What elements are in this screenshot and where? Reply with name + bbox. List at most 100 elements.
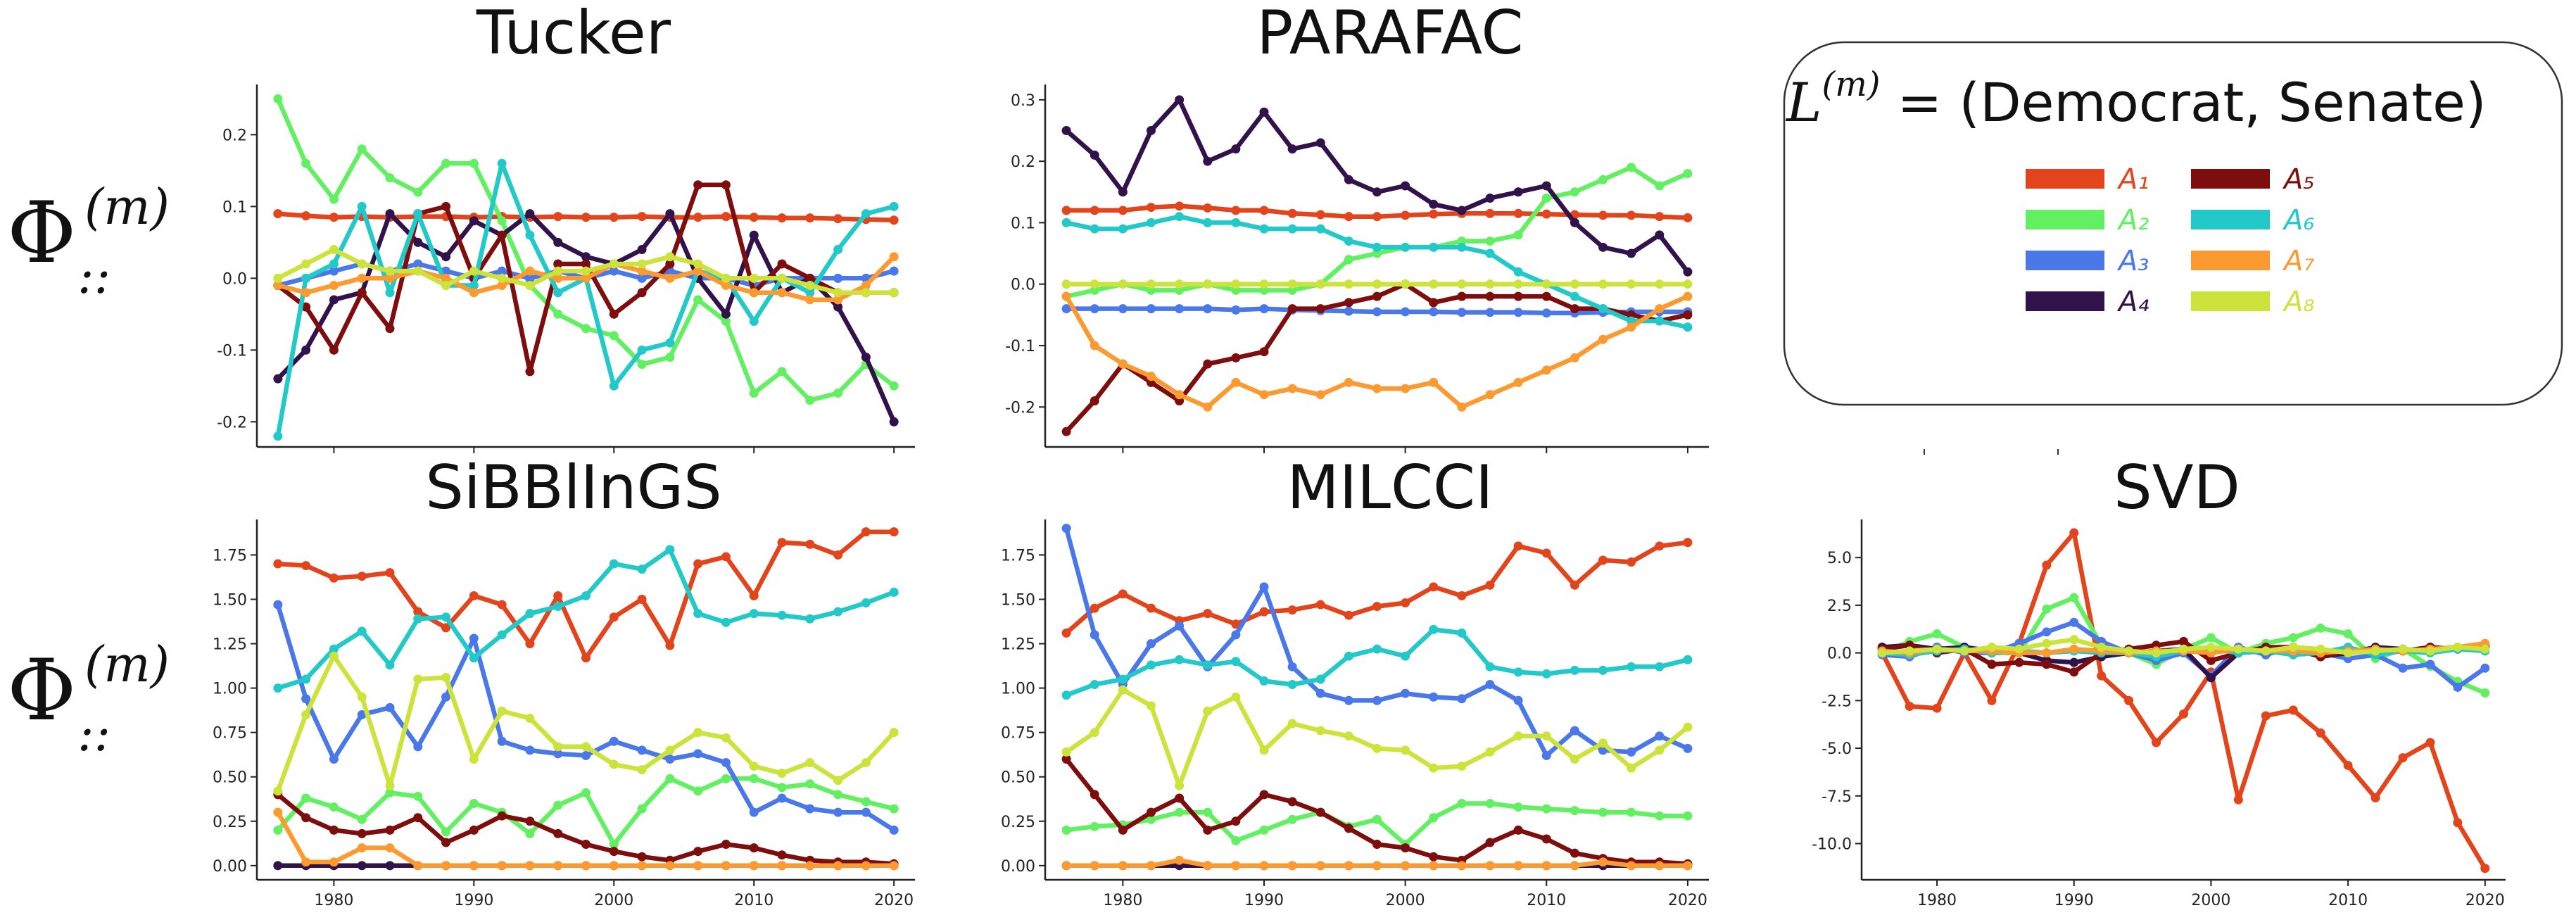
data-point-sibbllngs-A3 [721,758,731,768]
data-point-parafac-A3 [1401,307,1410,317]
data-point-svd-A1 [2425,738,2435,747]
data-point-tucker-A8 [609,259,619,269]
data-point-tucker-A6 [413,209,423,219]
data-point-milcci-A8 [1203,706,1213,716]
data-point-parafac-A4 [1175,95,1185,105]
data-point-parafac-A4 [1287,144,1297,154]
data-point-milcci-A5 [1401,843,1410,853]
data-point-parafac-A4 [1485,193,1495,203]
data-point-milcci-A6 [1203,660,1213,670]
data-point-parafac-A5 [1344,298,1353,308]
data-point-parafac-A5 [1429,298,1439,308]
data-point-parafac-A3 [1203,304,1213,314]
data-point-parafac-A1 [1231,206,1241,215]
data-point-svd-A8 [2370,646,2380,656]
data-point-milcci-A8 [1570,754,1579,764]
data-point-parafac-A1 [1175,201,1185,211]
data-point-sibbllngs-A3 [273,600,283,610]
data-point-sibbllngs-A8 [777,769,787,778]
data-point-sibbllngs-A7 [301,857,311,867]
data-point-sibbllngs-A3 [497,736,507,746]
data-point-sibbllngs-A3 [525,745,535,755]
row-label-top-subscript: :: [77,247,111,305]
data-point-milcci-A3 [1090,630,1099,640]
data-point-milcci-A7 [1513,861,1523,871]
x-tick-label-milcci: 2020 [1668,892,1707,909]
data-point-sibbllngs-A1 [273,559,283,569]
data-point-parafac-A7 [1118,359,1128,369]
data-point-milcci-A7 [1570,861,1579,871]
data-point-parafac-A2 [1683,169,1693,179]
data-point-parafac-A1 [1485,208,1495,218]
data-point-sibbllngs-A1 [665,640,675,650]
data-point-parafac-A8 [1061,279,1071,289]
data-point-sibbllngs-A1 [749,591,759,600]
data-point-tucker-A1 [805,213,815,223]
data-point-tucker-A8 [329,245,339,255]
data-point-sibbllngs-A7 [581,861,591,871]
row-label-bottom-subscript: :: [77,705,111,762]
data-point-svd-A2 [1932,629,1942,639]
data-point-sibbllngs-A1 [385,568,395,578]
data-point-sibbllngs-A1 [777,538,787,548]
data-point-milcci-A7 [1203,861,1213,871]
data-point-milcci-A3 [1231,630,1241,640]
legend-swatch-2 [2026,210,2104,229]
data-point-sibbllngs-A2 [721,774,731,783]
data-point-sibbllngs-A7 [525,861,535,871]
data-point-tucker-A2 [413,187,423,197]
data-point-svd-A8 [1959,646,1969,656]
data-point-parafac-A1 [1259,206,1269,215]
data-point-sibbllngs-A1 [525,639,535,649]
data-point-parafac-A4 [1429,199,1439,209]
data-point-sibbllngs-A6 [553,602,563,612]
y-tick-label-svd: -7.5 [1821,788,1852,806]
data-point-parafac-A5 [1457,291,1467,301]
data-point-tucker-A3 [329,266,339,276]
legend-swatch-5 [2191,169,2270,189]
data-point-sibbllngs-A8 [805,758,815,768]
data-point-tucker-A8 [497,273,507,283]
data-point-parafac-A7 [1485,390,1495,400]
data-point-tucker-A8 [749,273,759,283]
data-point-milcci-A5 [1231,816,1241,826]
data-point-milcci-A1 [1429,582,1439,592]
data-point-svd-A5 [1987,660,1997,669]
chart-panels: Tucker -0.2 -0.1 0.0 0.1 0.2 PARAFAC -0.2 -0.1 0.… [213,0,2506,909]
data-point-sibbllngs-A5 [357,828,367,838]
y-tick-label-svd: -2.5 [1821,693,1852,710]
data-point-sibbllngs-A7 [665,861,675,871]
data-point-tucker-A7 [497,281,507,291]
data-point-svd-A3 [2425,660,2435,669]
y-tick-label-parafac: 0.0 [1011,277,1035,294]
data-point-sibbllngs-A7 [441,861,451,871]
data-point-sibbllngs-A3 [749,807,759,817]
data-point-parafac-A4 [1259,107,1269,117]
x-tick-label-milcci: 1980 [1103,892,1142,909]
legend-label-1: A₁ [2116,163,2149,196]
data-point-sibbllngs-A1 [441,623,451,633]
data-point-sibbllngs-A4 [357,861,367,871]
data-point-milcci-A1 [1541,548,1551,558]
data-point-milcci-A1 [1513,541,1523,551]
data-point-tucker-A8 [861,288,871,298]
data-point-parafac-A8 [1315,279,1325,289]
data-point-sibbllngs-A5 [469,825,479,835]
series-line-parafac-A2 [1063,165,1691,299]
data-point-sibbllngs-A8 [553,742,563,752]
data-point-parafac-A2 [1627,163,1636,172]
data-point-parafac-A5 [1683,310,1693,320]
data-point-tucker-A1 [693,213,703,222]
data-point-sibbllngs-A3 [441,692,451,702]
data-point-sibbllngs-A5 [525,816,535,826]
data-point-milcci-A3 [1485,680,1495,690]
data-point-svd-A1 [2152,738,2161,747]
data-point-milcci-A7 [1315,861,1325,871]
data-point-svd-A1 [2261,711,2271,721]
data-point-milcci-A5 [1315,807,1325,817]
data-point-tucker-A6 [637,345,647,355]
data-point-milcci-A6 [1259,676,1269,686]
y-tick-label-parafac: -0.1 [1005,338,1035,355]
data-point-svd-A1 [1987,695,1997,705]
y-tick-label-svd: 0.0 [1827,645,1852,663]
